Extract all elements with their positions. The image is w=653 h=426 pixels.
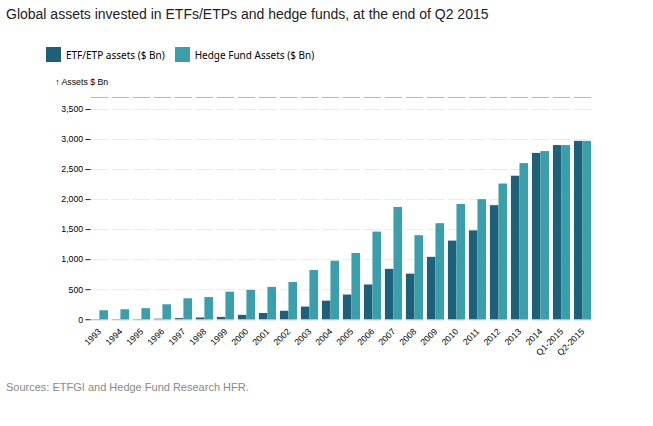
svg-text:0: 0 [78,315,83,325]
svg-text:2007: 2007 [376,326,397,347]
svg-text:2010: 2010 [439,326,460,347]
svg-text:2,000: 2,000 [61,194,83,204]
svg-text:2012: 2012 [481,326,502,347]
svg-text:2004: 2004 [313,326,334,347]
svg-text:2009: 2009 [418,326,439,347]
html-text:Hedge Fund Assets ($ Bn): Hedge Fund Assets ($ Bn) [194,47,315,62]
svg-text:1996: 1996 [145,326,166,347]
svg-text:2005: 2005 [334,326,355,347]
svg-text:2014: 2014 [523,326,545,348]
svg-text:2003: 2003 [292,326,313,347]
svg-text:2000: 2000 [229,326,250,347]
svg-text:3,000: 3,000 [61,134,83,144]
svg-text:2013: 2013 [502,326,523,347]
svg-text:Q1-2015: Q1-2015 [534,326,566,358]
svg-text:1998: 1998 [187,326,208,347]
svg-text:1999: 1999 [208,326,229,347]
svg-text:2008: 2008 [397,326,418,347]
html-text:Global assets invested in ETFs: Global assets invested in ETFs/ETPs and … [6,6,489,22]
svg-text:1997: 1997 [166,326,187,347]
svg-text:Q2-2015: Q2-2015 [555,326,586,357]
svg-text:1995: 1995 [124,326,145,347]
svg-text:1,000: 1,000 [61,254,83,264]
svg-text:2002: 2002 [271,326,292,347]
svg-text:1,500: 1,500 [61,224,83,234]
svg-text:2011: 2011 [461,326,481,346]
html-text:Sources: ETFGI and Hedge Fund: Sources: ETFGI and Hedge Fund Research H… [6,380,249,393]
svg-text:2001: 2001 [250,326,271,347]
svg-text:2,500: 2,500 [61,164,83,174]
svg-text:↑ Assets $ Bn: ↑ Assets $ Bn [55,77,108,87]
svg-text:2006: 2006 [355,326,376,347]
svg-text:3,500: 3,500 [61,104,83,114]
svg-text:1993: 1993 [82,326,103,347]
svg-text:1994: 1994 [103,326,124,347]
svg-text:500: 500 [69,285,84,295]
html-text:ETF/ETP assets ($ Bn): ETF/ETP assets ($ Bn) [66,47,165,62]
